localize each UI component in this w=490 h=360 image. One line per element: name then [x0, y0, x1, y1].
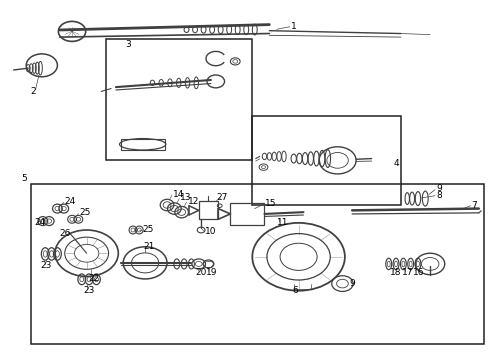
Text: 9: 9 — [350, 279, 356, 288]
Text: 12: 12 — [188, 197, 199, 206]
Text: 23: 23 — [83, 285, 95, 294]
Text: 22: 22 — [88, 274, 99, 283]
Text: 7: 7 — [471, 201, 477, 210]
Text: 26: 26 — [60, 229, 71, 238]
Text: 18: 18 — [390, 268, 402, 277]
Text: 27: 27 — [217, 193, 228, 202]
Text: 13: 13 — [180, 193, 192, 202]
Text: 1: 1 — [291, 22, 297, 31]
Text: 11: 11 — [277, 219, 288, 228]
Text: 24: 24 — [34, 219, 46, 228]
Text: 5: 5 — [21, 174, 26, 183]
Text: 25: 25 — [79, 208, 91, 217]
Text: 15: 15 — [265, 199, 276, 208]
Text: 25: 25 — [143, 225, 154, 234]
Text: 3: 3 — [125, 40, 131, 49]
Text: 4: 4 — [393, 159, 399, 168]
Text: 2: 2 — [30, 87, 36, 96]
Text: 8: 8 — [436, 190, 442, 199]
Text: 16: 16 — [413, 268, 425, 277]
Text: 14: 14 — [173, 190, 184, 199]
Text: 17: 17 — [402, 268, 414, 277]
Text: 10: 10 — [205, 227, 217, 236]
Text: 19: 19 — [206, 268, 218, 277]
Text: 21: 21 — [144, 242, 155, 251]
Text: 20: 20 — [196, 268, 207, 277]
Text: 23: 23 — [40, 261, 52, 270]
Text: 6: 6 — [293, 286, 298, 295]
Text: 24: 24 — [65, 197, 76, 206]
Text: 9: 9 — [436, 184, 442, 193]
